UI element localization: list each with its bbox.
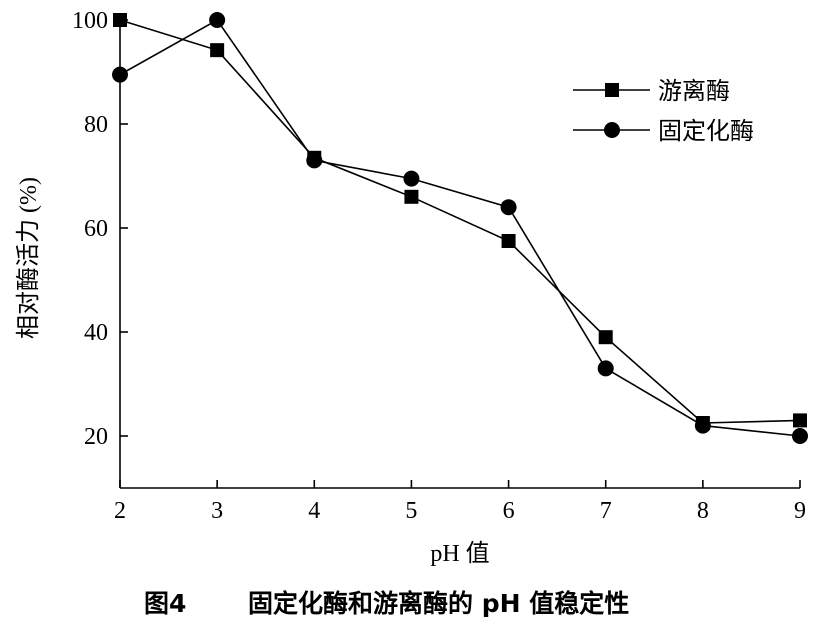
figure-caption-label: 图4 <box>144 589 186 618</box>
legend-marker-square <box>605 83 619 97</box>
y-tick-label: 60 <box>84 216 108 242</box>
data-point-circle <box>597 360 614 377</box>
data-point-circle <box>112 66 128 83</box>
data-point-square <box>113 13 127 27</box>
x-axis-label: pH 值 <box>430 540 489 567</box>
y-tick-label: 80 <box>84 112 108 138</box>
x-tick-label: 7 <box>600 498 612 524</box>
figure-caption-text: 固定化酶和游离酶的 pH 值稳定性 <box>248 589 629 618</box>
data-point-circle <box>792 428 808 444</box>
y-tick-label: 20 <box>84 424 108 450</box>
data-point-square <box>210 43 225 58</box>
legend-item-1: 游离酶 <box>573 78 730 105</box>
data-point-square <box>598 330 613 345</box>
data-point-square <box>404 189 419 204</box>
x-tick-label: 8 <box>697 498 709 524</box>
data-point-circle <box>209 12 226 28</box>
x-tick-label: 6 <box>503 498 515 524</box>
data-point-circle <box>500 199 517 216</box>
series-line <box>119 19 801 424</box>
data-point-circle <box>694 417 711 434</box>
legend-marker-circle <box>604 122 620 138</box>
x-tick-label: 9 <box>794 498 806 524</box>
data-point-circle <box>306 152 323 169</box>
data-point-square <box>501 234 516 248</box>
chart-series-layer <box>112 12 808 444</box>
legend-label: 固定化酶 <box>658 118 754 145</box>
series-1 <box>113 13 807 430</box>
x-tick-label: 3 <box>211 498 223 524</box>
data-point-circle <box>403 170 420 187</box>
y-axis-label: 相对酶活力 (%) <box>15 177 42 339</box>
x-tick-label: 4 <box>308 498 320 524</box>
series-2 <box>112 12 808 444</box>
legend-item-2: 固定化酶 <box>573 118 754 145</box>
y-tick-label: 40 <box>84 320 108 346</box>
y-tick-label: 100 <box>72 8 108 34</box>
x-tick-label: 2 <box>114 498 126 524</box>
x-tick-label: 5 <box>405 498 417 524</box>
chart-axes: 20 40 60 80 100 2 3 4 5 6 7 8 9 <box>72 8 806 524</box>
series-line <box>119 18 801 437</box>
data-point-square <box>793 413 807 428</box>
legend-label: 游离酶 <box>658 78 730 105</box>
